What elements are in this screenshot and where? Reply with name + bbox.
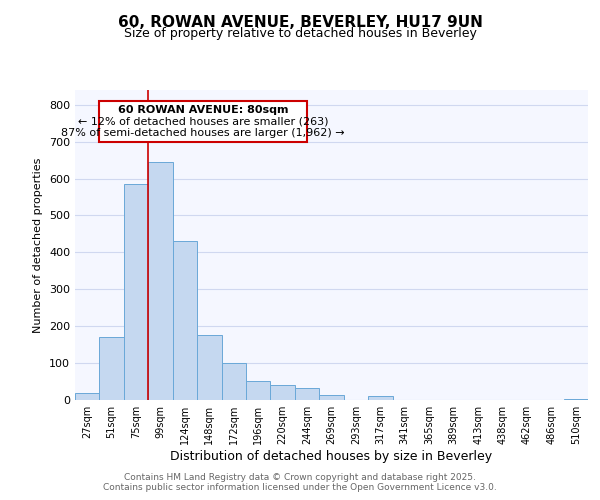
Bar [197, 336, 221, 400]
Text: 60, ROWAN AVENUE, BEVERLEY, HU17 9UN: 60, ROWAN AVENUE, BEVERLEY, HU17 9UN [118, 15, 482, 30]
Bar [271, 385, 295, 400]
FancyBboxPatch shape [100, 101, 307, 141]
Bar [124, 184, 148, 400]
Text: Contains public sector information licensed under the Open Government Licence v3: Contains public sector information licen… [103, 484, 497, 492]
Bar [246, 381, 271, 400]
Bar [173, 242, 197, 400]
Bar [75, 392, 100, 400]
Bar [100, 338, 124, 400]
Bar [221, 363, 246, 400]
Y-axis label: Number of detached properties: Number of detached properties [34, 158, 43, 332]
Text: Size of property relative to detached houses in Beverley: Size of property relative to detached ho… [124, 28, 476, 40]
Text: 60 ROWAN AVENUE: 80sqm: 60 ROWAN AVENUE: 80sqm [118, 106, 289, 116]
X-axis label: Distribution of detached houses by size in Beverley: Distribution of detached houses by size … [170, 450, 493, 463]
Bar [295, 388, 319, 400]
Bar [368, 396, 392, 400]
Bar [148, 162, 173, 400]
Bar [319, 395, 344, 400]
Text: ← 12% of detached houses are smaller (263): ← 12% of detached houses are smaller (26… [78, 116, 329, 126]
Text: Contains HM Land Registry data © Crown copyright and database right 2025.: Contains HM Land Registry data © Crown c… [124, 472, 476, 482]
Text: 87% of semi-detached houses are larger (1,962) →: 87% of semi-detached houses are larger (… [61, 128, 345, 138]
